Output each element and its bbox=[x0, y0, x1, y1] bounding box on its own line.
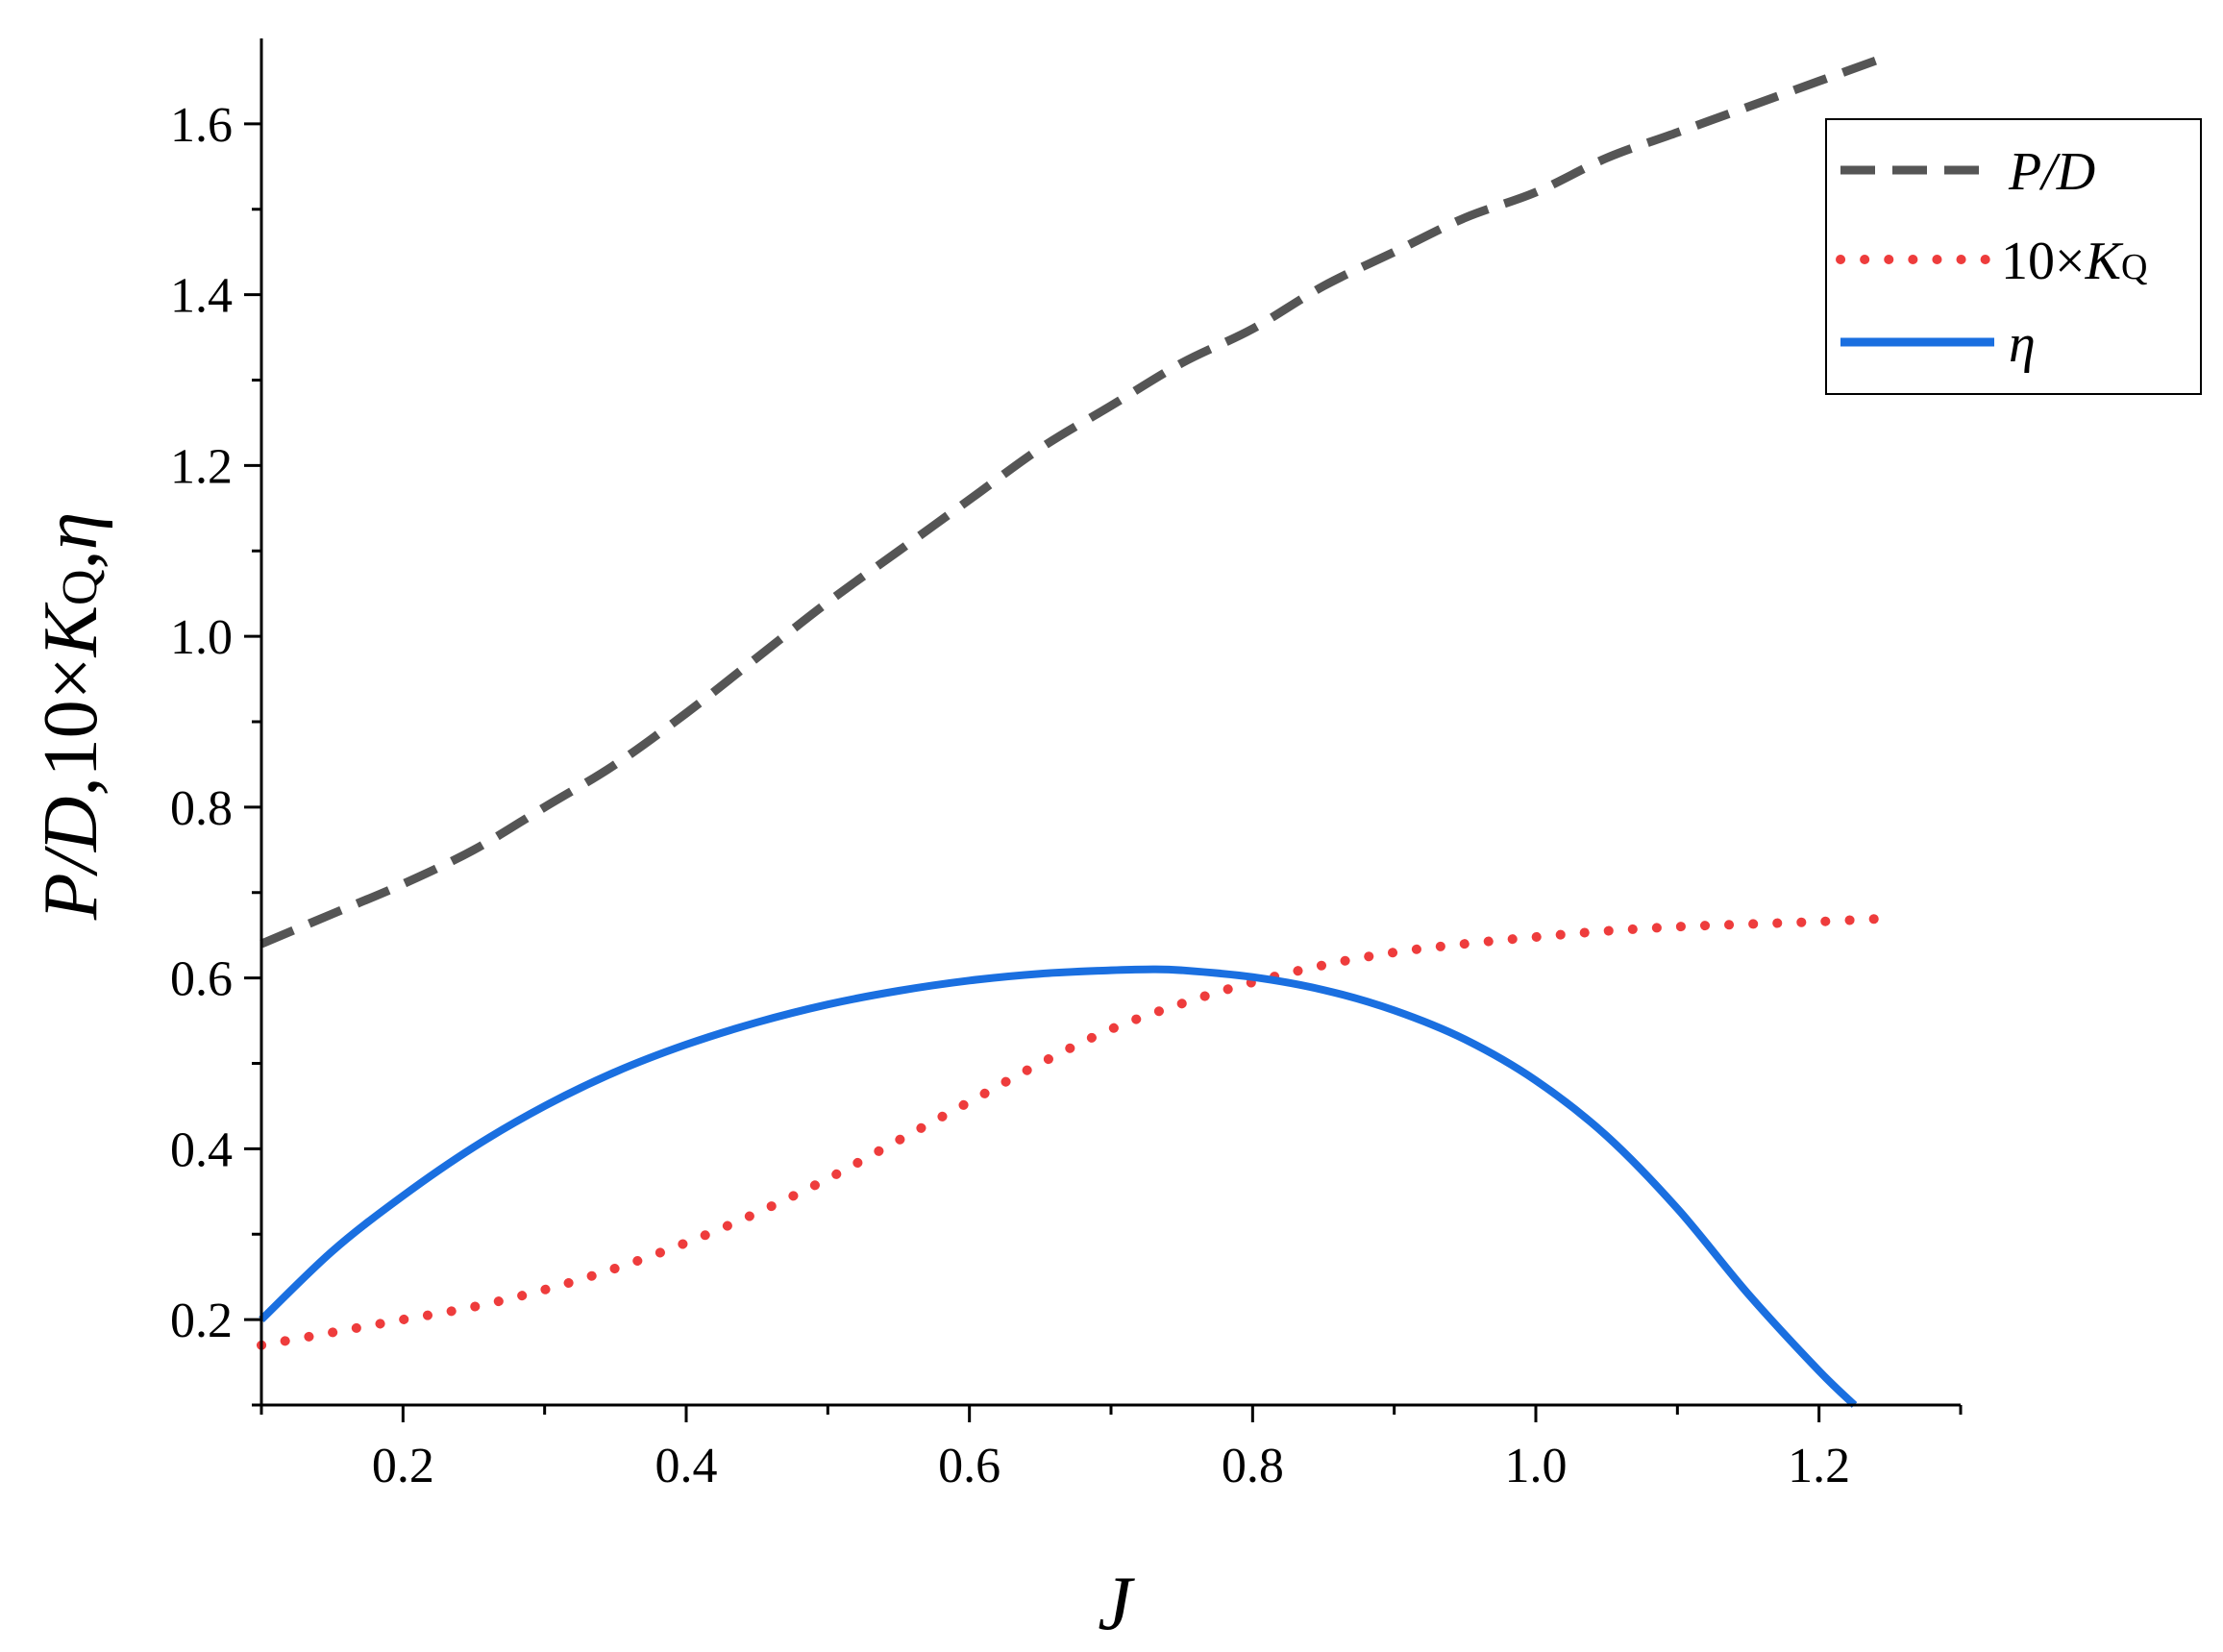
x-axis-title: J bbox=[1098, 1562, 1135, 1646]
legend-label-kq: 10×KQ bbox=[2001, 232, 2147, 291]
y-tick-label: 0.6 bbox=[170, 952, 233, 1007]
y-tick-label: 1.2 bbox=[170, 439, 233, 494]
x-tick-label: 0.2 bbox=[372, 1439, 434, 1493]
y-title-part1: P/D bbox=[29, 796, 113, 921]
x-tick-label: 0.4 bbox=[655, 1439, 718, 1493]
x-tick-label: 1.0 bbox=[1505, 1439, 1568, 1493]
legend-label-kq-prefix: 10× bbox=[2001, 232, 2086, 291]
y-tick-label: 1.4 bbox=[170, 269, 233, 324]
x-tick-label: 0.6 bbox=[938, 1439, 1000, 1493]
y-tick-label: 0.2 bbox=[170, 1294, 233, 1348]
series-eta-line bbox=[259, 965, 1858, 1408]
y-tick-label: 1.6 bbox=[170, 98, 233, 153]
plot-area bbox=[257, 51, 1895, 1408]
y-title-part2: ,10× bbox=[29, 656, 113, 796]
y-tick-label: 0.4 bbox=[170, 1122, 233, 1177]
legend-label-pd-text: P/D bbox=[2008, 142, 2095, 202]
series-pd-line bbox=[259, 51, 1891, 949]
y-title-part5: η bbox=[29, 512, 113, 551]
y-title-part4: , bbox=[29, 550, 113, 569]
x-tick-label: 1.2 bbox=[1788, 1439, 1850, 1493]
x-tick-label: 0.8 bbox=[1222, 1439, 1284, 1493]
legend-label-eta: η bbox=[2009, 314, 2036, 374]
y-title-part3: K bbox=[29, 602, 113, 657]
legend-label-pd: P/D bbox=[2008, 142, 2095, 202]
legend-label-kq-sub: Q bbox=[2121, 247, 2147, 287]
y-title-part3-sub: Q bbox=[53, 569, 108, 605]
series-kq-line bbox=[257, 913, 1895, 1350]
axes bbox=[259, 38, 1961, 1407]
legend-label-eta-text: η bbox=[2009, 314, 2036, 374]
legend-label-kq-main: K bbox=[2085, 232, 2124, 291]
y-axis-title: P/D,10×KQ,η bbox=[29, 512, 113, 922]
legend: P/D 10×KQ η bbox=[1825, 118, 2202, 395]
y-tick-label: 1.0 bbox=[170, 610, 233, 665]
y-tick-label: 0.8 bbox=[170, 781, 233, 836]
ticks: 0.2 0.4 0.6 0.8 1.0 1.2 0.2 0.4 0.6 0.8 1.0 1.2 1.4 1… bbox=[170, 98, 1963, 1493]
